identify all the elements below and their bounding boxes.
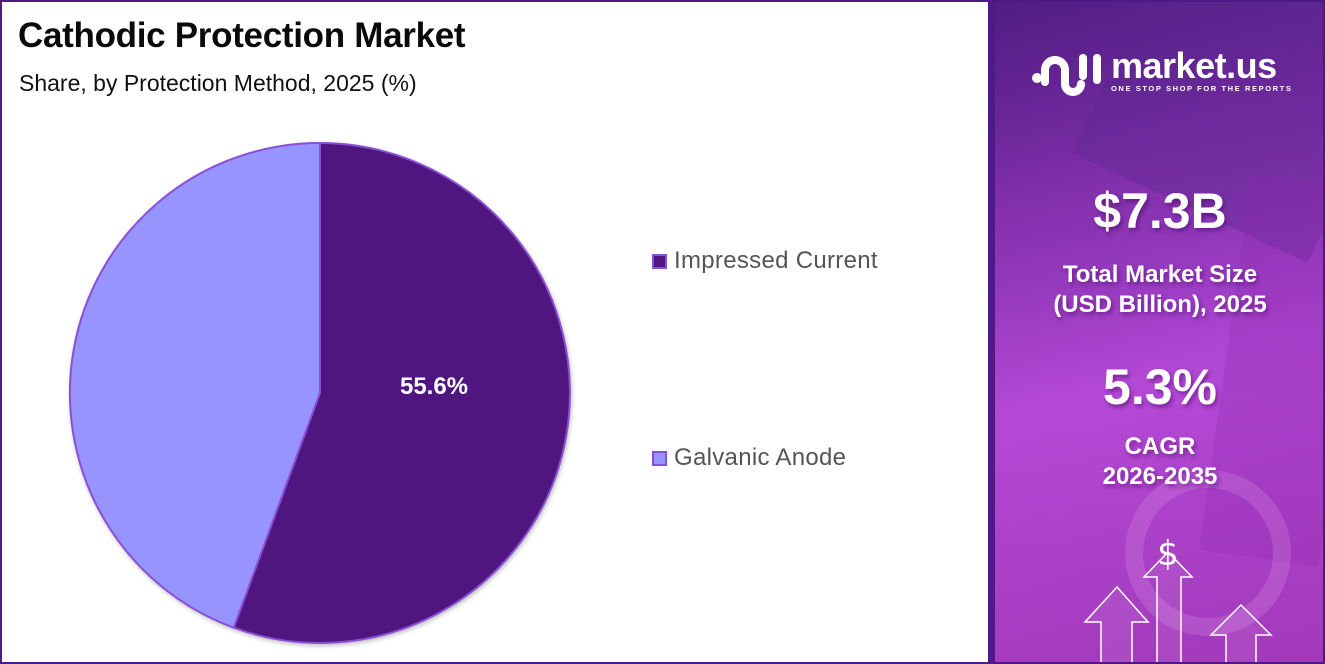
market-size-label-line2: (USD Billion), 2025 (1053, 291, 1267, 318)
legend-label: Impressed Current (674, 247, 878, 274)
market-size-label: Total Market Size (USD Billion), 2025 (995, 260, 1325, 320)
cagr-label: CAGR 2026-2035 (995, 432, 1325, 492)
pie-slice-impressed-current[interactable] (232, 141, 571, 644)
market-us-logo-icon (1032, 54, 1101, 96)
dollar-rising-arrows-icon: $ (1083, 534, 1273, 664)
chart-title: Cathodic Protection Market (18, 16, 466, 55)
legend-item-impressed-current[interactable]: Impressed Current (652, 247, 878, 275)
cagr-value: 5.3% (1103, 359, 1217, 415)
pie-chart: 55.6% (68, 141, 571, 644)
legend-item-galvanic-anode[interactable]: Galvanic Anode (652, 444, 846, 472)
summary-panel: market.us ONE STOP SHOP FOR THE REPORTS … (988, 0, 1325, 664)
market-size-label-line1: Total Market Size (1062, 261, 1258, 288)
legend-label: Galvanic Anode (674, 444, 847, 471)
logo-tagline: ONE STOP SHOP FOR THE REPORTS (1111, 84, 1293, 93)
cagr-label-line1: CAGR (1124, 433, 1196, 460)
logo-text: market.us (1111, 45, 1277, 86)
market-size-stat: $7.3B (995, 182, 1325, 240)
legend-swatch-galvanic-anode (652, 450, 667, 466)
pie-label-impressed-current: 55.6% (400, 373, 468, 400)
chart-subtitle: Share, by Protection Method, 2025 (%) (19, 70, 417, 96)
market-size-value: $7.3B (1093, 183, 1227, 239)
cagr-stat: 5.3% (995, 358, 1325, 416)
cagr-label-line2: 2026-2035 (1102, 463, 1218, 490)
legend-swatch-impressed-current (652, 253, 667, 269)
market-us-logo[interactable]: market.us ONE STOP SHOP FOR THE REPORTS (1031, 46, 1292, 96)
svg-text:$: $ (1157, 534, 1179, 574)
pie-slice-galvanic-anode[interactable] (68, 141, 321, 629)
